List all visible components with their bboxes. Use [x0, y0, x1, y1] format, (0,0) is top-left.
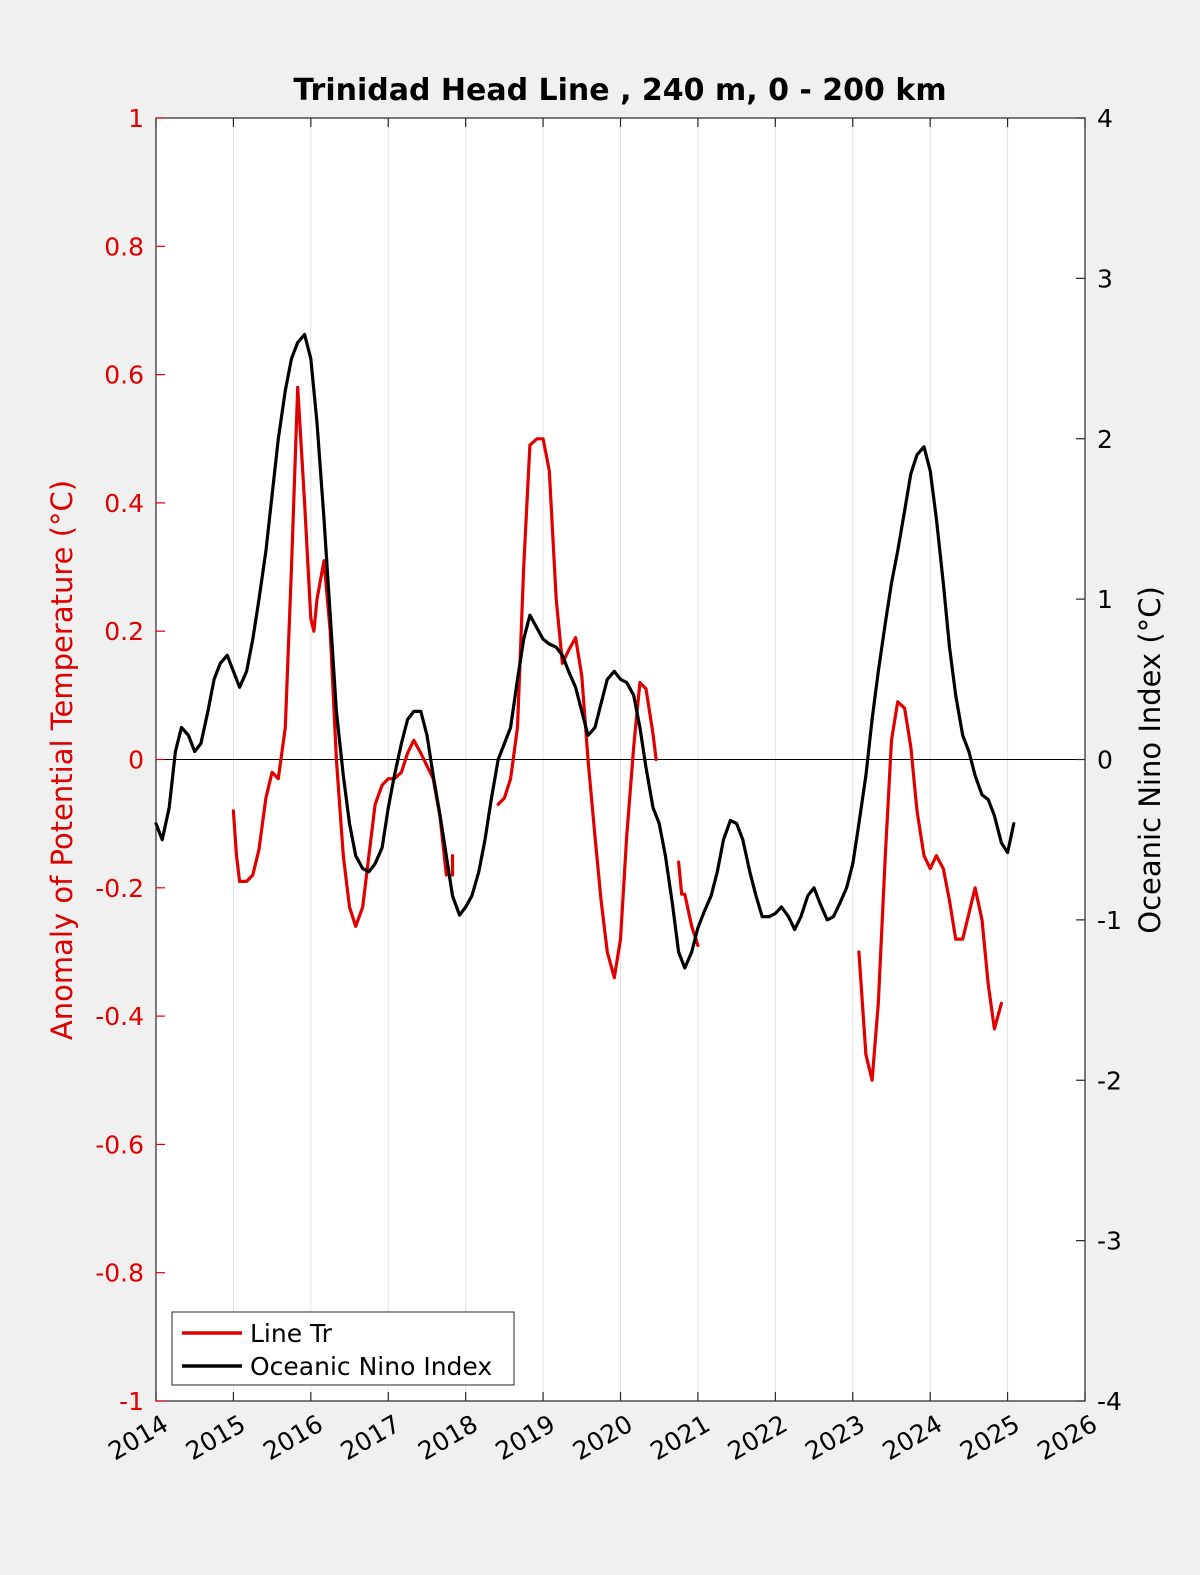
- legend-box: [171, 1311, 515, 1386]
- series-line-line-tr: [676, 860, 700, 948]
- y-left-tick-label: 1: [128, 104, 144, 133]
- legend: Line Tr Oceanic Nino Index: [171, 1311, 515, 1386]
- series-line-oceanic-nino-index: [154, 332, 1016, 970]
- y-left-tick-label: -0.2: [95, 874, 144, 903]
- y-left-tick-label: 0: [128, 746, 144, 775]
- chart-title: Trinidad Head Line , 240 m, 0 - 200 km: [293, 73, 946, 108]
- series-layer: [154, 332, 1016, 1082]
- series-line-tr: [231, 385, 1004, 1082]
- y-axis-right-label: Oceanic Nino Index (°C): [1133, 586, 1167, 934]
- y-right-tick-label: -3: [1097, 1227, 1122, 1256]
- y-left-tick-label: 0.4: [104, 489, 144, 518]
- y-left-tick-label: 0.8: [104, 232, 144, 261]
- series-line-line-tr: [231, 385, 448, 928]
- y-axis-left-label: Anomaly of Potential Temperature (°C): [45, 480, 79, 1040]
- y-left-tick-label: -0.4: [95, 1002, 144, 1031]
- tick-layer: [155, 117, 1086, 1402]
- y-right-tick-label: -4: [1097, 1387, 1122, 1416]
- y-left-tick-label: 0.6: [104, 361, 144, 390]
- y-right-tick-label: 1: [1097, 585, 1113, 614]
- y-right-tick-label: 3: [1097, 264, 1113, 293]
- y-right-tick-label: 0: [1097, 746, 1113, 775]
- y-right-tick-label: -2: [1097, 1066, 1122, 1095]
- y-right-tick-label: 4: [1097, 104, 1113, 133]
- series-line-line-tr: [496, 437, 658, 980]
- y-left-tick-label: -0.8: [95, 1259, 144, 1288]
- y-left-tick-label: 0.2: [104, 617, 144, 646]
- y-left-tick-label: -0.6: [95, 1130, 144, 1159]
- legend-label-line-tr: Line Tr: [250, 1319, 333, 1348]
- y-right-tick-label: -1: [1097, 906, 1122, 935]
- series-oceanic-nino-index: [154, 332, 1016, 970]
- y-right-tick-label: 2: [1097, 425, 1113, 454]
- legend-label-oni: Oceanic Nino Index: [250, 1352, 492, 1381]
- series-line-line-tr: [857, 700, 1004, 1082]
- y-left-tick-label: -1: [119, 1387, 144, 1416]
